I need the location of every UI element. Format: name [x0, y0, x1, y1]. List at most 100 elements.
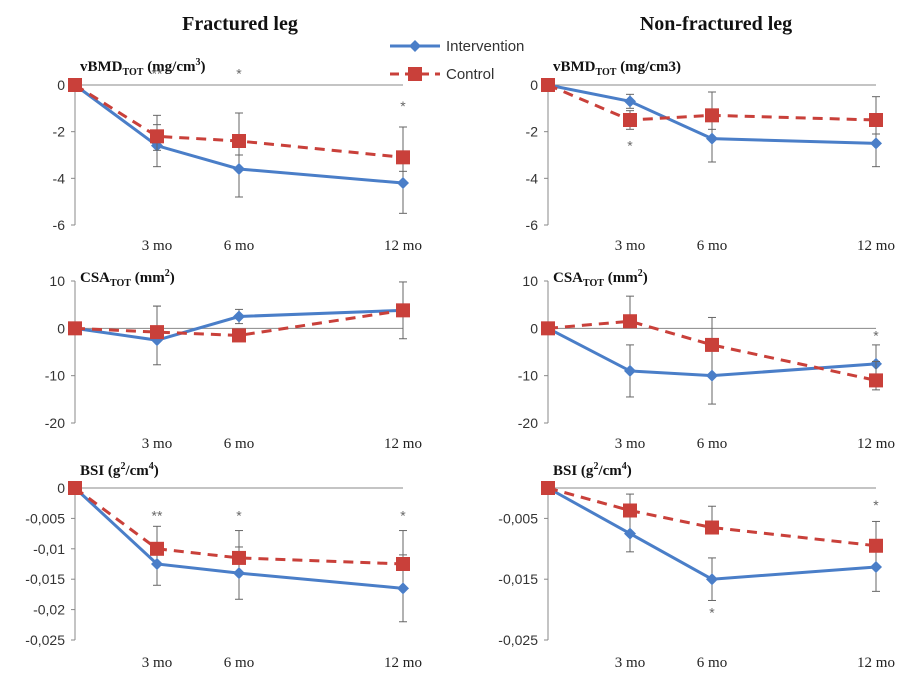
panel-title-sup: 3 [196, 57, 201, 68]
y-tick-label: -0,015 [498, 571, 538, 587]
data-point-square [396, 150, 410, 165]
panel-title-unit: (mg/cm3) [616, 59, 681, 75]
significance-marker: ** [152, 507, 163, 523]
series-control [541, 481, 883, 553]
y-tick-label: -20 [518, 415, 538, 431]
data-point-square [869, 373, 883, 388]
significance-marker: * [627, 138, 633, 154]
panel-title-end: ) [643, 270, 648, 286]
data-point-diamond [624, 527, 636, 540]
series-control [541, 78, 883, 135]
panel-title-end: /cm [124, 463, 149, 479]
panel-title-sup: 2 [593, 461, 598, 472]
panel-title-main: CSA [553, 270, 583, 286]
panel-title-unit: (mm [131, 270, 165, 286]
y-tick-label: 10 [522, 273, 538, 289]
legend-marker-control [408, 67, 422, 81]
column-title-non-fractured: Non-fractured leg [640, 13, 792, 35]
panel-title: vBMDTOT (mg/cm3) [553, 59, 681, 78]
panel-title-sup: 2 [165, 268, 170, 279]
data-point-square [68, 321, 82, 336]
data-point-square [869, 113, 883, 127]
data-point-square [541, 481, 555, 495]
significance-marker: * [400, 507, 406, 523]
series-line [547, 319, 877, 382]
data-point-square [623, 113, 637, 127]
data-point-square [623, 314, 637, 329]
x-tick-label: 12 mo [384, 436, 422, 452]
panel-2: 10 0 -10 -20 3 mo 6 mo 12 mo CSATOT (mm2) [45, 268, 422, 452]
data-point-diamond [870, 561, 882, 574]
panel-title-sub: TOT [123, 67, 144, 78]
y-tick-label: -0,02 [33, 602, 65, 618]
y-tick-label: -0,025 [25, 632, 65, 648]
panel-title-end2: ) [154, 463, 159, 479]
y-tick-label: -0,005 [498, 510, 538, 526]
legend-label-intervention: Intervention [446, 38, 524, 55]
x-tick-label: 3 mo [615, 655, 645, 671]
data-point-square [396, 303, 410, 318]
x-tick-label: 6 mo [224, 655, 254, 671]
x-tick-label: 6 mo [224, 436, 254, 452]
y-tick-label: -4 [526, 170, 539, 186]
x-tick-label: 12 mo [384, 655, 422, 671]
data-point-diamond [233, 310, 245, 323]
data-point-square [232, 550, 246, 565]
data-point-square [150, 541, 164, 556]
series-intervention [69, 281, 409, 366]
panel-title-sub: TOT [596, 67, 617, 78]
data-point-diamond [870, 137, 882, 150]
x-tick-label: 12 mo [857, 436, 895, 452]
panel-title: vBMDTOT (mg/cm3) [80, 57, 206, 78]
data-point-square [705, 520, 719, 535]
significance-marker: * [873, 497, 879, 513]
panel-5: -0,005 -0,015 -0,025 3 mo 6 mo 12 mo BSI (g2/c… [498, 461, 895, 671]
series-control [68, 78, 410, 172]
data-point-diamond [706, 573, 718, 586]
legend-label-control: Control [446, 66, 494, 83]
series-line [547, 486, 877, 581]
legend-marker-intervention [409, 40, 421, 52]
x-tick-label: 3 mo [615, 238, 645, 254]
x-tick-label: 6 mo [224, 238, 254, 254]
significance-marker: * [400, 98, 406, 114]
y-tick-label: -0,005 [25, 510, 65, 526]
data-point-square [541, 321, 555, 336]
significance-marker: * [236, 507, 242, 523]
data-point-square [623, 503, 637, 518]
data-point-diamond [624, 95, 636, 108]
panel-title-end: /cm [597, 463, 622, 479]
x-tick-label: 6 mo [697, 238, 727, 254]
x-tick-label: 6 mo [697, 655, 727, 671]
data-point-diamond [233, 163, 245, 175]
y-tick-label: 0 [57, 77, 65, 93]
x-tick-label: 12 mo [384, 238, 422, 254]
y-tick-label: -20 [45, 415, 65, 431]
y-tick-label: -10 [45, 368, 65, 384]
y-tick-label: 10 [49, 273, 65, 289]
y-tick-label: -0,025 [498, 632, 538, 648]
y-tick-label: -0,01 [33, 541, 65, 557]
data-point-square [869, 538, 883, 553]
significance-marker: ** [152, 65, 163, 81]
panel-title-main: BSI (g [80, 463, 121, 479]
data-point-diamond [397, 177, 409, 189]
significance-marker: * [709, 605, 715, 621]
y-tick-label: 0 [530, 320, 538, 336]
legend: Intervention Control [390, 38, 524, 83]
series-line [74, 308, 404, 337]
x-tick-label: 3 mo [142, 655, 172, 671]
data-point-square [150, 129, 164, 144]
series-line [74, 486, 404, 566]
series-line [74, 83, 404, 159]
significance-marker: * [236, 65, 242, 81]
data-point-square [705, 108, 719, 123]
data-point-diamond [397, 582, 409, 595]
series-line [547, 327, 877, 378]
significance-marker: * [873, 327, 879, 343]
series-line [73, 486, 404, 590]
series-intervention [542, 482, 882, 601]
panel-3: 10 0 -10 -20 3 mo 6 mo 12 mo CSATOT (mm2) * [518, 268, 895, 452]
